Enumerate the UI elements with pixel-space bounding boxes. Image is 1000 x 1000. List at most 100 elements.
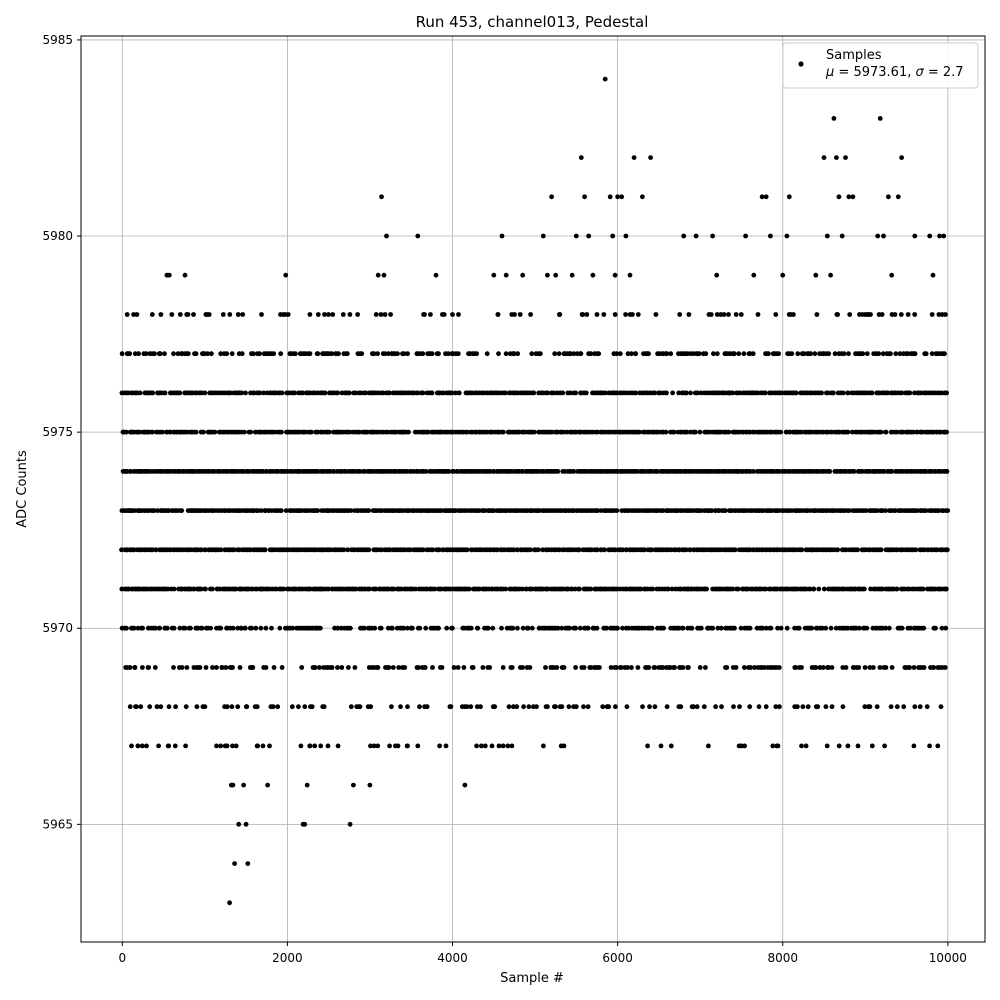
data-point	[347, 390, 352, 396]
data-point	[619, 194, 625, 200]
data-point	[811, 586, 817, 592]
data-point	[455, 351, 461, 357]
data-point	[773, 704, 779, 710]
data-point	[334, 429, 340, 435]
data-point	[937, 233, 942, 239]
data-point	[905, 312, 911, 317]
data-point	[448, 704, 454, 710]
data-point	[793, 390, 799, 396]
data-point	[843, 665, 849, 670]
data-point	[197, 665, 203, 670]
data-point	[450, 312, 455, 317]
data-point	[660, 665, 666, 670]
data-point	[122, 469, 128, 474]
data-point	[426, 429, 431, 435]
data-point	[229, 704, 235, 710]
data-point	[843, 155, 848, 161]
data-point	[136, 351, 142, 357]
data-point	[556, 351, 562, 357]
data-point	[348, 508, 354, 513]
data-point	[862, 586, 867, 592]
data-point	[590, 272, 596, 278]
data-point	[868, 312, 873, 317]
data-point	[193, 429, 199, 435]
data-point	[489, 743, 495, 749]
data-point	[687, 547, 693, 553]
data-point	[509, 743, 515, 749]
data-point	[322, 312, 327, 317]
data-point	[218, 351, 224, 357]
data-point	[898, 312, 904, 317]
data-point	[714, 312, 720, 317]
data-point	[511, 704, 516, 710]
data-point	[400, 429, 406, 435]
data-point	[423, 625, 429, 631]
data-point	[326, 429, 332, 435]
data-point	[595, 508, 601, 513]
data-point	[919, 429, 924, 435]
data-point	[437, 429, 443, 435]
data-point	[588, 665, 594, 670]
data-point	[307, 743, 313, 749]
data-point	[561, 743, 567, 749]
data-point	[239, 625, 244, 631]
data-point	[150, 390, 156, 396]
data-point	[387, 390, 392, 396]
data-point	[405, 351, 410, 357]
data-point	[326, 312, 331, 317]
data-point	[805, 704, 811, 710]
data-point	[528, 547, 533, 553]
data-point	[864, 351, 870, 357]
data-point	[319, 547, 325, 553]
data-point	[867, 665, 873, 670]
data-point	[250, 665, 256, 670]
data-point	[129, 743, 134, 749]
data-point	[336, 351, 341, 357]
data-point	[379, 194, 384, 200]
axis-ticks: 0 2000 4000 6000 8000 10000 5965 5970 5975 5980 59…	[42, 33, 966, 965]
data-point	[901, 704, 907, 710]
data-point	[730, 429, 736, 435]
data-point	[938, 704, 944, 710]
data-point	[420, 390, 426, 396]
data-point	[415, 743, 421, 749]
data-point	[924, 704, 930, 710]
data-point	[466, 625, 472, 631]
data-point	[147, 704, 153, 710]
data-point	[151, 625, 157, 631]
legend: Samples μ = 5973.61, σ = 2.7	[782, 42, 979, 89]
data-point	[428, 312, 433, 317]
data-point	[784, 233, 790, 239]
data-point	[143, 351, 149, 357]
data-point	[171, 665, 176, 670]
data-point	[929, 312, 935, 317]
x-tick-label: 10000	[929, 951, 967, 965]
data-point	[943, 429, 948, 435]
data-point	[902, 665, 908, 670]
data-point	[444, 625, 450, 631]
data-point	[626, 625, 632, 631]
data-point	[582, 194, 587, 200]
data-point	[421, 312, 426, 317]
data-point	[201, 429, 206, 435]
data-point	[559, 625, 565, 631]
data-point	[855, 547, 860, 553]
data-point	[368, 704, 374, 710]
data-point	[629, 665, 634, 670]
data-point	[649, 547, 655, 553]
data-point	[851, 469, 857, 474]
data-point	[405, 625, 410, 631]
data-point	[661, 625, 666, 631]
data-point	[585, 625, 591, 631]
data-point	[251, 351, 256, 357]
data-point	[420, 547, 426, 553]
data-point	[135, 743, 141, 749]
data-point	[511, 547, 517, 553]
data-point	[182, 272, 188, 278]
data-point	[371, 743, 377, 749]
data-point	[750, 469, 756, 474]
data-point	[684, 429, 690, 435]
data-point	[711, 351, 716, 357]
data-point	[629, 351, 634, 357]
data-point	[242, 625, 248, 631]
